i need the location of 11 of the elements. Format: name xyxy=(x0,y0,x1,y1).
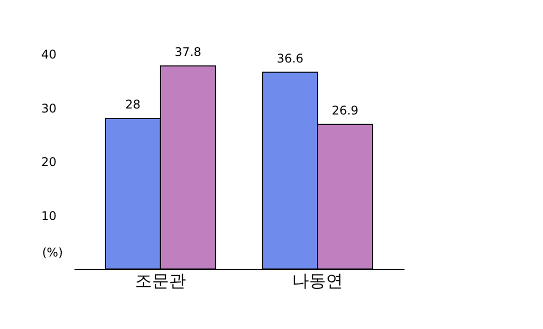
y-tick-label: 10 xyxy=(41,208,56,223)
data-label: 36.6 xyxy=(276,51,304,66)
y-tick-label: 30 xyxy=(41,101,56,116)
x-tick-label: 나동연 xyxy=(292,272,344,292)
y-tick-label: 20 xyxy=(41,155,56,169)
x-tick-label: 조문관 xyxy=(134,272,186,292)
data-label: 26.9 xyxy=(332,103,358,118)
data-label: 37.8 xyxy=(174,44,202,59)
y-axis-title: (%) xyxy=(42,246,63,260)
y-tick-label: 40 xyxy=(41,48,56,62)
data-label: 28 xyxy=(125,98,141,112)
